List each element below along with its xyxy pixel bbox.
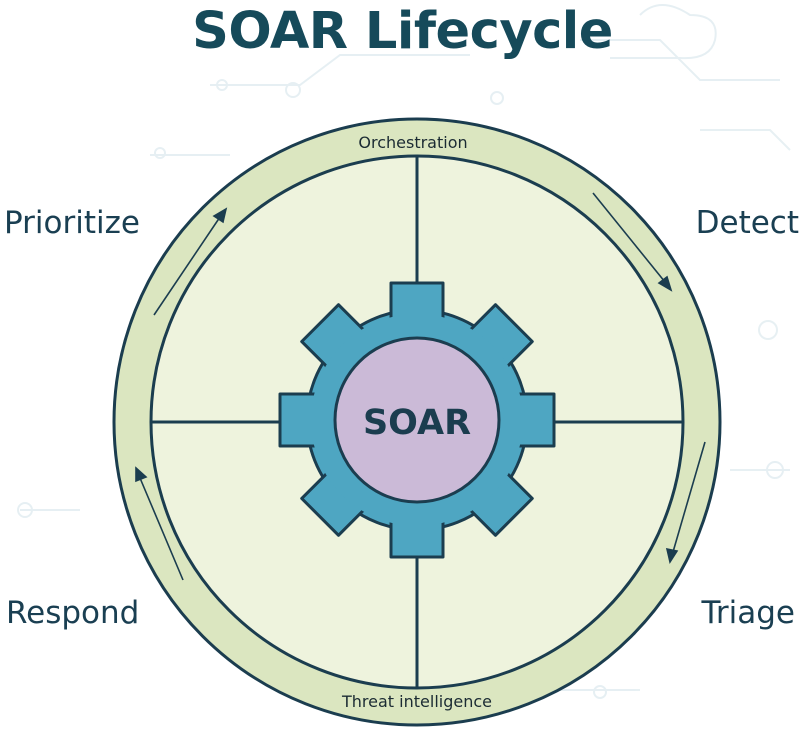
phase-label-respond: Respond bbox=[6, 595, 140, 631]
arrow-prioritize bbox=[153, 216, 221, 316]
background-circuit-pattern bbox=[17, 4, 791, 699]
phase-label-detect: Detect bbox=[695, 205, 799, 241]
cycle-arrows bbox=[135, 192, 706, 581]
page-title: SOAR Lifecycle bbox=[192, 2, 613, 61]
arrow-triage-head bbox=[665, 547, 679, 565]
arrow-respond bbox=[139, 477, 184, 581]
arrow-respond-head bbox=[135, 466, 148, 483]
center-label: SOAR bbox=[363, 403, 471, 443]
arrow-triage bbox=[672, 441, 706, 553]
ring-label-bottom: Threat intelligence bbox=[341, 692, 492, 711]
gear-icon bbox=[278, 281, 556, 559]
arrow-detect-head bbox=[657, 275, 673, 292]
gear-hub bbox=[333, 336, 501, 504]
arrow-detect bbox=[592, 192, 666, 283]
phase-label-triage: Triage bbox=[701, 595, 795, 631]
phase-label-prioritize: Prioritize bbox=[4, 205, 140, 241]
arrow-prioritize-head bbox=[212, 207, 228, 224]
ring-label-top: Orchestration bbox=[358, 133, 467, 152]
